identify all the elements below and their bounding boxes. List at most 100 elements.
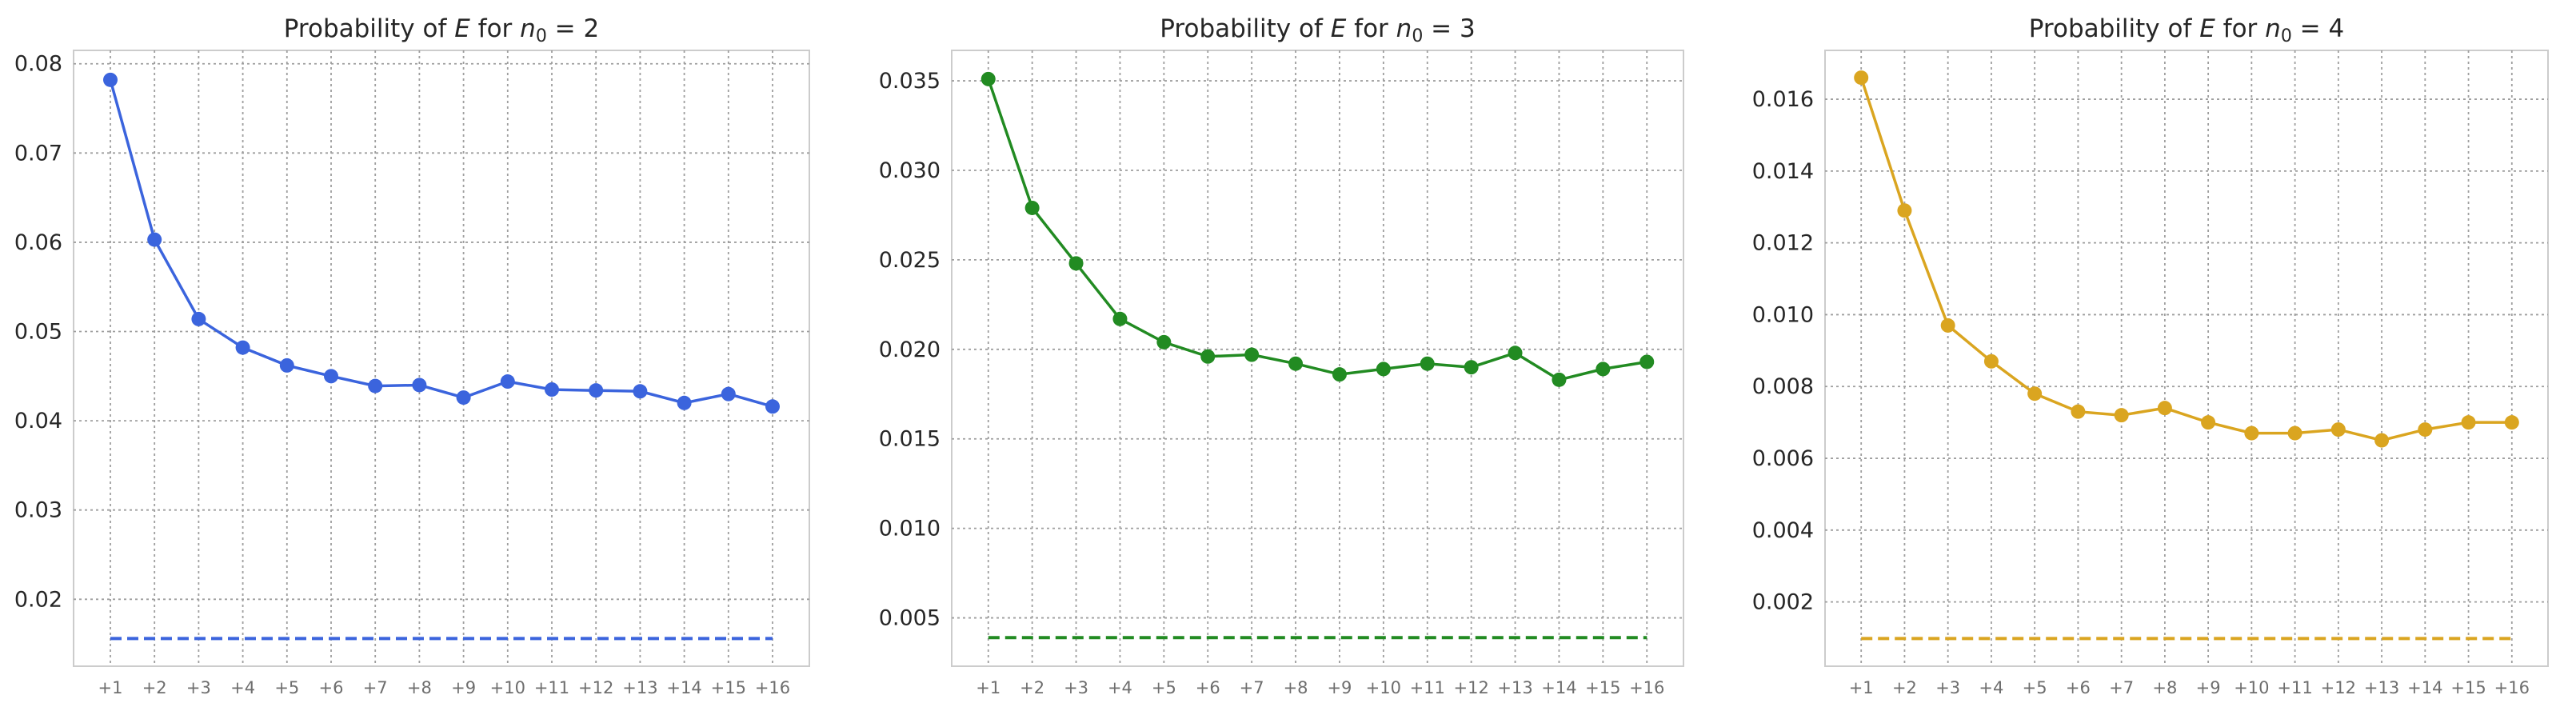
title-sub: 0 bbox=[1412, 26, 1423, 46]
data-point bbox=[1508, 346, 1523, 361]
x-tick-label: +8 bbox=[407, 678, 432, 697]
title-sub: 0 bbox=[2281, 26, 2292, 46]
x-tick-label: +14 bbox=[666, 678, 701, 697]
x-tick-label: +3 bbox=[1064, 678, 1088, 697]
chart-title: Probability of E for n0 = 2 bbox=[284, 14, 599, 46]
data-point bbox=[1288, 356, 1304, 371]
plot-frame bbox=[73, 50, 810, 667]
title-n: n bbox=[2265, 14, 2281, 43]
data-point bbox=[500, 374, 515, 389]
data-point bbox=[1464, 360, 1479, 375]
chart-title: Probability of E for n0 = 3 bbox=[1160, 14, 1475, 46]
data-point bbox=[1024, 200, 1040, 215]
data-point bbox=[2461, 415, 2476, 430]
x-tick-label: +13 bbox=[622, 678, 657, 697]
plot-frame bbox=[1824, 50, 2549, 667]
data-point bbox=[1156, 334, 1172, 350]
data-point bbox=[2374, 433, 2390, 448]
x-tick-label: +4 bbox=[1108, 678, 1132, 697]
y-tick-label: 0.030 bbox=[879, 158, 941, 183]
data-point bbox=[103, 72, 118, 87]
data-point bbox=[279, 358, 294, 373]
data-point bbox=[2157, 401, 2172, 416]
data-point bbox=[1420, 356, 1435, 371]
subplot-n0-3: +1 +2 +3 +4 +5 +6 +7 +8 +9 +10 +11 +12 +13 +14 +15 +16 0… bbox=[879, 14, 1684, 697]
chart-title: Probability of E for n0 = 4 bbox=[2029, 14, 2344, 46]
data-point bbox=[456, 390, 471, 405]
data-point bbox=[1897, 203, 1912, 218]
x-tick-label: +8 bbox=[1284, 678, 1308, 697]
subplot-n0-2: +1 +2 +3 +4 +5 +6 +7 +8 +9 +10 +11 +12 +13 +14 +15 +16 0… bbox=[14, 14, 810, 697]
x-tick-label: +1 bbox=[1849, 678, 1874, 697]
y-tick-label: 0.002 bbox=[1752, 590, 1814, 615]
data-point bbox=[1983, 354, 1999, 369]
data-point bbox=[324, 369, 338, 384]
y-tick-label: 0.010 bbox=[1752, 302, 1814, 327]
x-tick-label: +16 bbox=[1629, 678, 1664, 697]
data-point bbox=[191, 311, 206, 326]
x-tick-label: +12 bbox=[2321, 678, 2356, 697]
y-tick-label: 0.010 bbox=[879, 517, 941, 541]
data-point bbox=[1112, 311, 1128, 326]
x-tick-label: +3 bbox=[1935, 678, 1960, 697]
y-tick-label: 0.035 bbox=[879, 69, 941, 94]
x-tick-label: +6 bbox=[1196, 678, 1220, 697]
x-tick-label: +10 bbox=[2234, 678, 2269, 697]
x-tick-label: +2 bbox=[1892, 678, 1917, 697]
data-point bbox=[2244, 425, 2259, 441]
data-point bbox=[1200, 349, 1216, 364]
data-point bbox=[545, 382, 559, 397]
x-tick-label: +13 bbox=[1497, 678, 1532, 697]
x-tick-label: +9 bbox=[1327, 678, 1352, 697]
title-var: E bbox=[454, 14, 470, 43]
x-tick-label: +7 bbox=[1240, 678, 1264, 697]
title-prefix: Probability of bbox=[284, 14, 454, 43]
x-tick-label: +9 bbox=[451, 678, 476, 697]
y-tick-label: 0.020 bbox=[879, 338, 941, 362]
title-sub: 0 bbox=[536, 26, 547, 46]
x-tick-label: +7 bbox=[2109, 678, 2134, 697]
x-tick-label: +9 bbox=[2196, 678, 2221, 697]
x-tick-label: +12 bbox=[578, 678, 613, 697]
y-tick-label: 0.004 bbox=[1752, 518, 1814, 543]
x-tick-label: +11 bbox=[534, 678, 569, 697]
title-mid: for bbox=[2215, 14, 2265, 43]
title-n: n bbox=[520, 14, 536, 43]
x-tick-label: +8 bbox=[2152, 678, 2177, 697]
title-eq: = 3 bbox=[1423, 14, 1475, 43]
x-tick-label: +5 bbox=[274, 678, 299, 697]
x-tick-label: +1 bbox=[98, 678, 123, 697]
title-mid: for bbox=[470, 14, 520, 43]
y-tick-label: 0.008 bbox=[1752, 374, 1814, 399]
data-point bbox=[1552, 372, 1567, 387]
title-eq: = 4 bbox=[2292, 14, 2344, 43]
data-point bbox=[1244, 347, 1260, 362]
data-point bbox=[980, 71, 996, 86]
series-line bbox=[1859, 77, 2512, 442]
data-point bbox=[765, 399, 780, 414]
x-tick-label: +2 bbox=[142, 678, 167, 697]
series-line bbox=[109, 79, 773, 408]
x-tick-label: +4 bbox=[1979, 678, 2003, 697]
x-tick-label: +10 bbox=[1366, 678, 1401, 697]
data-point bbox=[1854, 70, 1869, 86]
data-point bbox=[1332, 367, 1347, 382]
x-tick-label: +14 bbox=[1541, 678, 1576, 697]
x-tick-label: +11 bbox=[1410, 678, 1445, 697]
y-tick-label: 0.012 bbox=[1752, 231, 1814, 256]
data-point bbox=[721, 386, 736, 401]
data-point bbox=[2027, 386, 2043, 401]
x-tick-label: +1 bbox=[976, 678, 1000, 697]
x-tick-label: +10 bbox=[490, 678, 525, 697]
y-tick-label: 0.04 bbox=[14, 409, 62, 433]
series-line bbox=[987, 78, 1647, 381]
y-tick-label: 0.07 bbox=[14, 141, 62, 166]
y-tick-label: 0.005 bbox=[879, 606, 941, 631]
data-point bbox=[2418, 422, 2433, 437]
title-eq: = 2 bbox=[547, 14, 599, 43]
data-point bbox=[677, 395, 692, 410]
data-point bbox=[147, 232, 162, 247]
x-tick-label: +15 bbox=[2450, 678, 2486, 697]
data-point bbox=[2330, 422, 2346, 437]
title-n: n bbox=[1396, 14, 1412, 43]
